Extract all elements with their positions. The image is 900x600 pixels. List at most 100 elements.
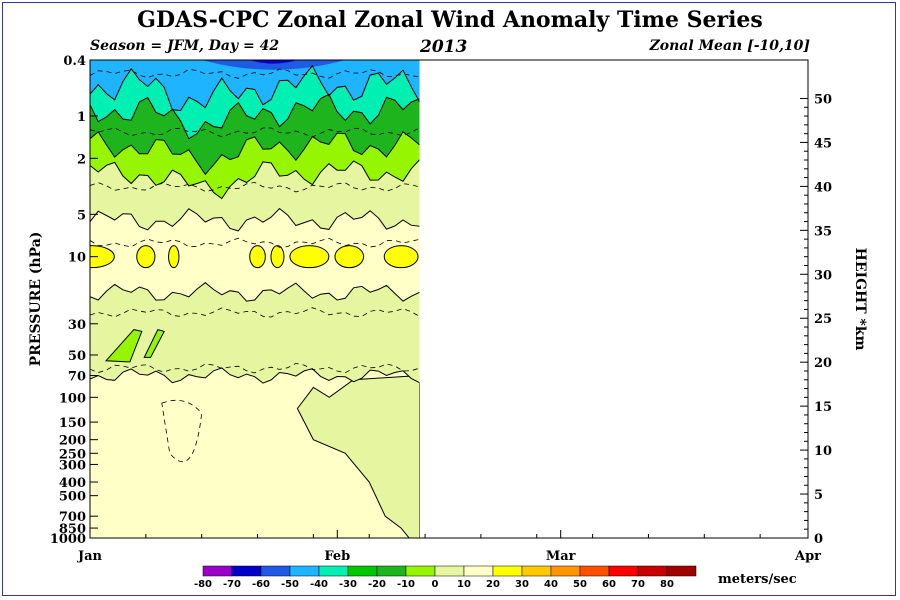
colorbar-bin-1: [231, 565, 262, 577]
colorbar-label-12: 40: [544, 579, 558, 590]
dashed-contour-2: [90, 181, 420, 193]
zonal-mean-label: Zonal Mean [-10,10]: [649, 38, 810, 54]
dashed-contour-0: [90, 68, 420, 79]
colorbar-bin-9: [463, 565, 494, 577]
pressure-tick-label-14: 500: [59, 490, 86, 505]
contour-5: [90, 131, 420, 176]
contour-7: [90, 64, 420, 112]
colorbar-label-8: 0: [432, 579, 439, 590]
contour-1: [90, 367, 420, 384]
height-tick-label-1: 5: [814, 488, 823, 503]
contour-4: [90, 159, 420, 200]
height-tick-label-5: 25: [814, 312, 832, 327]
season-day-label: Season = JFM, Day = 42: [90, 38, 280, 54]
colorbar: -80 -70 -60 -50 -40 -30 -20 -10 0 10 20 30 40 50 60 70 8…: [194, 565, 697, 590]
colorbar-bin-5: [347, 565, 378, 577]
pressure-tick-label-9: 150: [59, 416, 86, 431]
core-darkblue: [249, 60, 298, 64]
height-tick-label-4: 20: [814, 356, 832, 371]
colorbar-unit: meters/sec: [718, 572, 797, 587]
pressure-tick-label-12: 300: [59, 458, 86, 473]
dashed-contour-5: [90, 362, 420, 374]
yellow-blob-4: [270, 245, 285, 269]
yellow-blob-3: [249, 245, 266, 269]
pressure-tick-label-17: 1000: [50, 532, 86, 547]
pressure-tick-label-0: 0.4: [63, 54, 86, 69]
height-tick-label-6: 30: [814, 268, 832, 283]
colorbar-label-2: -60: [252, 579, 270, 590]
contour-lines: [90, 64, 420, 463]
pressure-tick-label-16: 850: [59, 522, 86, 537]
colorbar-bin-13: [579, 565, 610, 577]
colorbar-label-9: 10: [457, 579, 471, 590]
contour-6: [90, 93, 420, 140]
colorbar-label-7: -10: [397, 579, 415, 590]
colorbar-label-10: 20: [486, 579, 500, 590]
dashed-contour-1: [90, 127, 420, 138]
time-axis: Jan Feb Mar Apr: [77, 530, 821, 564]
colorbar-label-13: 50: [573, 579, 587, 590]
anomaly-field: [90, 60, 420, 538]
height-tick-label-0: 0: [814, 532, 823, 547]
colorbar-label-11: 30: [515, 579, 529, 590]
colorbar-label-3: -50: [281, 579, 299, 590]
colorbar-label-0: -80: [194, 579, 212, 590]
pressure-tick-label-1: 1: [77, 110, 86, 125]
colorbar-bin-15: [637, 565, 668, 577]
time-tick-label-0: Jan: [77, 549, 103, 564]
pressure-tick-label-7: 70: [68, 370, 86, 385]
time-tick-label-2: Mar: [546, 549, 576, 564]
green-blob-1: [143, 328, 165, 358]
pressure-tick-label-15: 700: [59, 510, 86, 525]
colorbar-bin-14: [608, 565, 639, 577]
contour-2: [90, 282, 420, 302]
colorbar-label-14: 60: [602, 579, 616, 590]
yellow-blob-6: [334, 245, 365, 269]
colorbar-label-15: 70: [631, 579, 645, 590]
colorbar-label-4: -40: [310, 579, 328, 590]
pressure-tick-label-4: 10: [68, 251, 86, 266]
colorbar-bin-10: [492, 565, 523, 577]
yellow-blob-7: [383, 245, 419, 269]
pressure-tick-label-10: 200: [59, 434, 86, 449]
colorbar-bin-11: [521, 565, 552, 577]
green-blob-0: [104, 329, 143, 363]
time-tick-label-3: Apr: [794, 549, 821, 564]
core-blue: [201, 60, 346, 70]
colorbar-bin-0: [202, 565, 233, 577]
pressure-tick-label-13: 400: [59, 476, 86, 491]
plot-border: [89, 59, 809, 539]
colorbar-label-16: 80: [660, 579, 674, 590]
band-troposphere-green: [296, 374, 420, 538]
colorbar-label-6: -20: [368, 579, 386, 590]
height-tick-label-8: 40: [814, 180, 832, 195]
pressure-tick-label-8: 100: [59, 391, 86, 406]
height-tick-label-7: 35: [814, 224, 832, 239]
chart-title: GDAS-CPC Zonal Zonal Wind Anomaly Time S…: [137, 7, 763, 33]
yellow-blob-0: [90, 245, 115, 269]
height-tick-label-10: 50: [814, 92, 832, 107]
year-label: 2013: [420, 37, 468, 57]
colorbar-bin-8: [434, 565, 465, 577]
yellow-blob-1: [136, 245, 156, 269]
pressure-tick-label-11: 250: [59, 447, 86, 462]
height-axis-label: HEIGHT *km: [852, 248, 868, 351]
height-tick-label-2: 10: [814, 444, 832, 459]
dashed-contour-4: [90, 307, 420, 318]
colorbar-bin-12: [550, 565, 581, 577]
colorbar-bin-3: [289, 565, 320, 577]
pressure-tick-label-5: 30: [68, 318, 86, 333]
band-7: [90, 60, 420, 111]
height-tick-label-3: 15: [814, 400, 832, 415]
yellow-blob-5: [289, 245, 330, 269]
colorbar-bin-2: [260, 565, 291, 577]
dashed-closed-contour: [161, 399, 203, 463]
colorbar-bin-6: [376, 565, 407, 577]
colorbar-bin-16: [666, 565, 697, 577]
pressure-tick-label-2: 2: [77, 152, 86, 167]
height-tick-label-9: 45: [814, 136, 832, 151]
pressure-tick-label-3: 5: [77, 208, 86, 223]
contour-3: [90, 207, 420, 232]
